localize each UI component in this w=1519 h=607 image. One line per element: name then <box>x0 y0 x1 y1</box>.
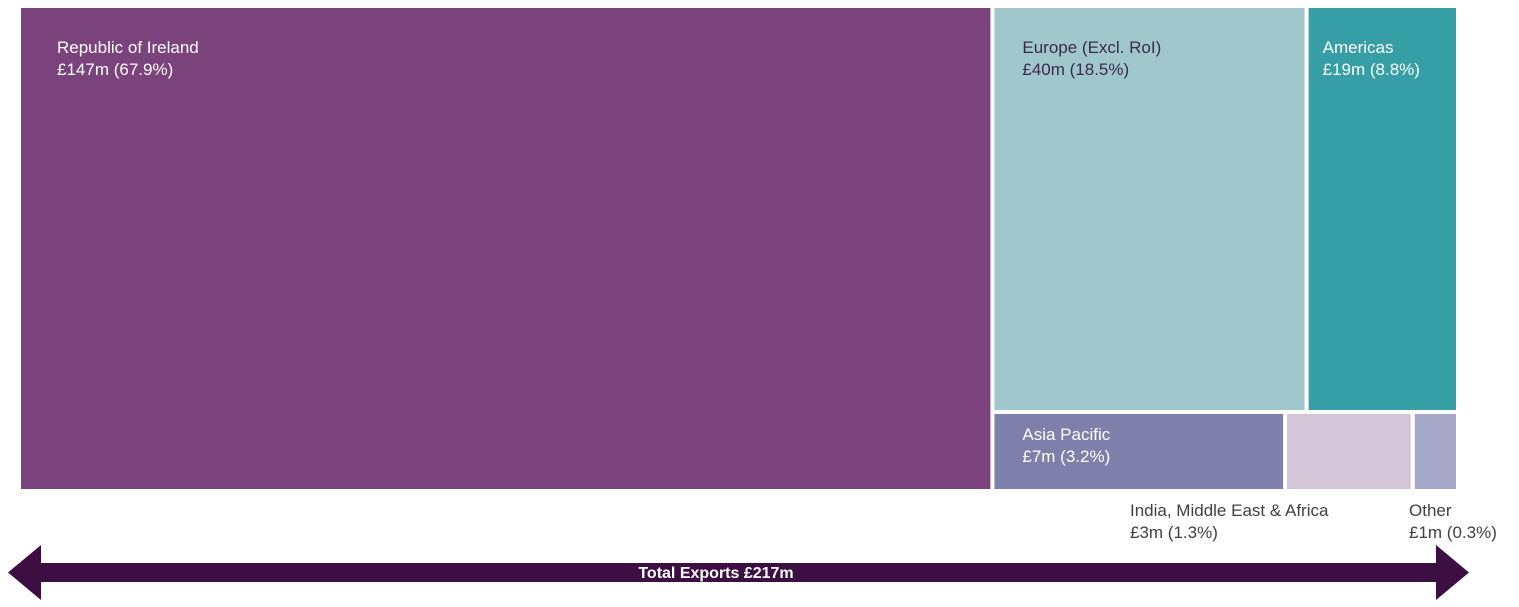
tile-name-india-middle-east-africa: India, Middle East & Africa <box>1130 501 1329 520</box>
tile-value-other: £1m (0.3%) <box>1409 523 1497 542</box>
tile-india-middle-east-africa <box>1287 414 1411 489</box>
tile-americas <box>1308 8 1456 410</box>
tile-value-india-middle-east-africa: £3m (1.3%) <box>1130 523 1218 542</box>
tile-value-europe-excl-roi: £40m (18.5%) <box>1022 60 1129 79</box>
tile-europe-excl-roi <box>994 8 1305 410</box>
total-exports-arrow-group: Total Exports £217m <box>8 545 1469 600</box>
total-exports-arrow <box>8 545 1469 600</box>
tile-other <box>1414 414 1456 489</box>
tile-value-republic-of-ireland: £147m (67.9%) <box>57 60 173 79</box>
tile-value-asia-pacific: £7m (3.2%) <box>1022 447 1110 466</box>
tile-value-americas: £19m (8.8%) <box>1323 60 1420 79</box>
tile-name-europe-excl-roi: Europe (Excl. RoI) <box>1022 38 1161 57</box>
tile-republic-of-ireland <box>21 8 991 489</box>
tile-name-americas: Americas <box>1323 38 1394 57</box>
tile-name-other: Other <box>1409 501 1452 520</box>
tile-name-asia-pacific: Asia Pacific <box>1022 425 1110 444</box>
total-exports-label: Total Exports £217m <box>638 565 793 582</box>
tile-name-republic-of-ireland: Republic of Ireland <box>57 38 199 57</box>
treemap-labels: Republic of Ireland £147m (67.9%) Europe (… <box>57 38 1497 542</box>
treemap-tiles <box>21 8 1456 489</box>
tile-asia-pacific <box>994 414 1284 489</box>
